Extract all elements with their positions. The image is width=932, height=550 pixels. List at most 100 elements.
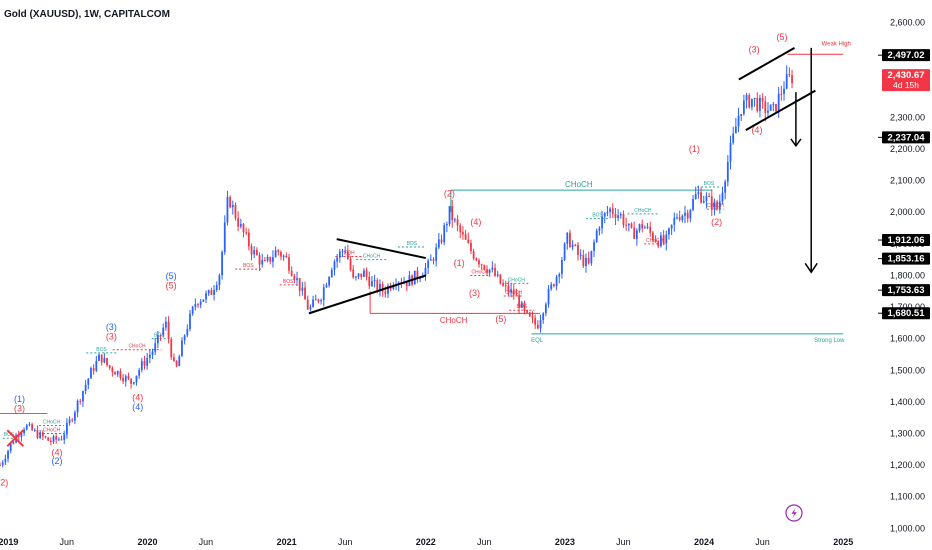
candle-body bbox=[622, 214, 625, 225]
channel-lower-trendline[interactable] bbox=[745, 89, 816, 131]
candle-body bbox=[328, 277, 331, 286]
candle-body bbox=[95, 360, 98, 371]
x-mark[interactable] bbox=[6, 429, 25, 447]
candle-body bbox=[122, 378, 124, 382]
candle-body bbox=[159, 334, 162, 336]
lightning-icon[interactable] bbox=[785, 504, 803, 522]
candle-body bbox=[558, 274, 561, 277]
x-tick-label: Jun bbox=[616, 537, 631, 547]
candle-body bbox=[617, 215, 620, 219]
candle-body bbox=[660, 235, 662, 247]
candle-body bbox=[23, 429, 25, 434]
candle-body bbox=[162, 327, 165, 335]
candle-body bbox=[132, 382, 135, 384]
y-tick-label: 1,700.00 bbox=[890, 302, 925, 312]
candle-body bbox=[432, 259, 435, 261]
choch-label: CHoCH bbox=[440, 316, 468, 325]
candle-body bbox=[587, 257, 590, 264]
triangle-upper-trendline[interactable] bbox=[336, 238, 426, 260]
candle-body bbox=[785, 74, 788, 89]
candle-body bbox=[376, 280, 379, 291]
triangle-lower-trendline[interactable] bbox=[308, 274, 427, 315]
candle-body bbox=[625, 224, 628, 226]
price-tag-value: 2,237.04 bbox=[888, 132, 926, 143]
structure-marker-label: BOS bbox=[154, 333, 165, 339]
candle-body bbox=[309, 306, 312, 310]
structure-marker-label: BOS bbox=[407, 241, 418, 247]
candle-body bbox=[694, 193, 697, 199]
candle-body bbox=[293, 275, 296, 281]
candle-body bbox=[585, 257, 587, 267]
candle-body bbox=[472, 251, 475, 259]
candle-body bbox=[764, 101, 767, 113]
candle-body bbox=[47, 437, 50, 441]
eql-label: EQL bbox=[531, 338, 544, 344]
structure-marker-label: CHoCH bbox=[363, 254, 381, 260]
y-tick-label: 2,300.00 bbox=[890, 112, 925, 122]
candle-body bbox=[523, 302, 526, 311]
candle-body bbox=[716, 201, 719, 209]
candle-body bbox=[253, 249, 256, 255]
candle-body bbox=[237, 218, 240, 227]
candle-body bbox=[601, 216, 603, 229]
candle-body bbox=[55, 436, 58, 440]
candle-body bbox=[435, 247, 438, 261]
candle-body bbox=[740, 114, 743, 116]
candle-body bbox=[1, 462, 4, 466]
candle-body bbox=[148, 354, 151, 359]
wave-label: (4) bbox=[132, 392, 143, 402]
candle-body bbox=[609, 208, 611, 212]
candle-body bbox=[478, 260, 480, 265]
candle-body bbox=[633, 227, 636, 239]
wave-label: (3) bbox=[469, 288, 480, 298]
candle-body bbox=[250, 246, 253, 255]
candle-body bbox=[619, 214, 622, 216]
candle-body bbox=[729, 142, 732, 162]
x-tick-label: 2024 bbox=[694, 537, 714, 547]
price-tag-value: 2,497.02 bbox=[888, 50, 925, 61]
candle-body bbox=[304, 287, 306, 300]
y-tick-label: 2,100.00 bbox=[890, 176, 925, 186]
candle-body bbox=[98, 354, 100, 361]
candle-body bbox=[528, 312, 531, 317]
wave-label: (3) bbox=[14, 403, 25, 413]
candle-body bbox=[333, 261, 336, 270]
structure-marker-label: BOS bbox=[704, 181, 715, 187]
candle-body bbox=[665, 234, 668, 244]
candle-body bbox=[536, 324, 539, 329]
candle-body bbox=[242, 223, 245, 233]
x-tick-label: 2020 bbox=[137, 537, 157, 547]
candle-body bbox=[571, 244, 574, 248]
candle-body bbox=[103, 358, 106, 363]
candle-body bbox=[443, 225, 446, 243]
candle-body bbox=[745, 95, 748, 101]
candle-body bbox=[590, 250, 593, 264]
candle-body bbox=[36, 429, 39, 438]
price-tag-bg bbox=[882, 252, 930, 265]
candle-body bbox=[649, 226, 652, 233]
price-tag-countdown: 4d 15h bbox=[893, 80, 919, 90]
candle-body bbox=[175, 361, 178, 367]
candle-body bbox=[510, 289, 512, 293]
wave-label: (5) bbox=[495, 314, 506, 324]
candle-body bbox=[384, 291, 387, 294]
candle-body bbox=[635, 230, 638, 239]
candle-body bbox=[71, 419, 74, 421]
candle-body bbox=[269, 256, 272, 262]
wave-label: (4) bbox=[751, 125, 762, 135]
price-tag-bg bbox=[882, 307, 930, 320]
candle-body bbox=[28, 424, 31, 426]
candle-body bbox=[777, 93, 780, 112]
candle-body bbox=[87, 378, 90, 385]
candle-body bbox=[194, 304, 197, 307]
structure-marker-label: CHoCH bbox=[707, 203, 725, 209]
candle-body bbox=[90, 368, 92, 379]
candle-body bbox=[65, 422, 68, 435]
channel-upper-trendline[interactable] bbox=[738, 47, 796, 81]
candle-body bbox=[429, 259, 432, 261]
candle-body bbox=[183, 335, 186, 341]
candle-body bbox=[344, 250, 347, 252]
structure-marker-label: BOS bbox=[283, 279, 294, 285]
candle-body bbox=[178, 356, 181, 367]
